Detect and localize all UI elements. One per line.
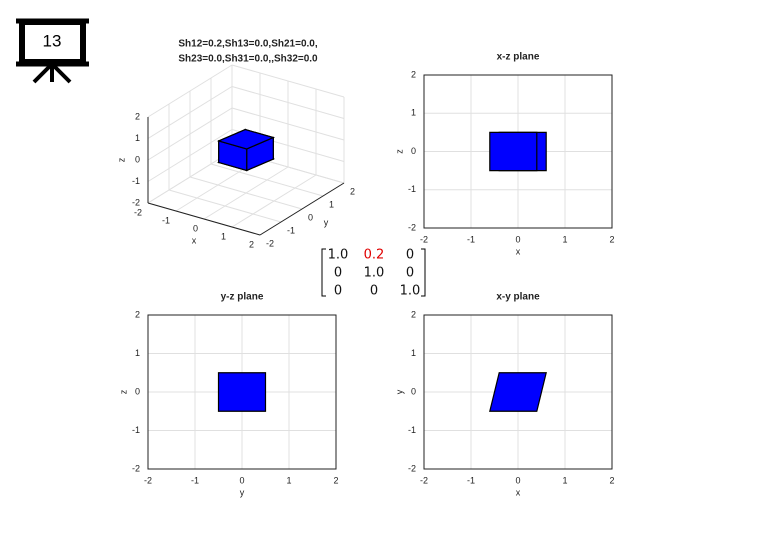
x-tick-label: -1 [191,475,199,485]
matrix-cell: 1.0 [328,248,349,263]
matrix-cell: 0 [334,266,342,281]
axes-box [423,314,613,470]
y-tick-label: 0 [308,212,313,222]
matrix-cell: 0 [370,284,378,299]
shape [489,372,547,412]
x-tick-label: 0 [239,475,244,485]
x-axis-label: x [516,246,521,256]
y-axis-label: y [394,389,404,394]
chart-title: x-y plane [496,292,540,303]
x-tick-label: 2 [249,239,254,249]
matrix: 1.0 0.2 0 0 1.0 0 0 0 1.0 [321,248,426,299]
y-tick-label: -1 [287,225,295,235]
y-tick-label: -1 [408,184,416,194]
slide-icon [16,18,89,84]
y-tick-label: 2 [411,69,416,79]
y-tick-label: 2 [411,309,416,319]
y-tick-label: 2 [350,186,355,196]
x-tick-label: 1 [286,475,291,485]
chart-title: Sh23=0.0,Sh31=0.0,,Sh32=0.0 [178,54,318,65]
x-tick-label: -1 [467,234,475,244]
grid-line [147,129,233,182]
y-axis-label: z [394,149,404,154]
chart-title: x-z plane [497,52,540,63]
grid-line [231,86,345,119]
y-tick-label: -1 [408,425,416,435]
y-tick-label: -2 [408,463,416,473]
matrix-cell: 1.0 [400,284,421,299]
x-tick-label: 1 [221,231,226,241]
shape [217,372,267,412]
x-tick-label: -2 [144,475,152,485]
axes-box [147,314,337,470]
z-tick-label: -2 [132,197,140,207]
y-tick-label: 1 [411,108,416,118]
chart-title: y-z plane [221,292,264,303]
y-tick-label: 0 [411,146,416,156]
z-axis-label: z [116,157,126,162]
grid-line [231,107,345,141]
y-axis-label: y [324,217,329,227]
x-tick-label: 1 [562,234,567,244]
grid-line [189,176,303,210]
slide-number: 13 [43,31,62,50]
grid-line [210,163,324,197]
axis-line [259,182,345,236]
y-tick-label: 1 [411,348,416,358]
y-tick-label: -2 [132,463,140,473]
matrix-cell: 0 [406,266,414,281]
z-tick-label: -1 [132,176,140,186]
chart-title: Sh12=0.2,Sh13=0.0,Sh21=0.0, [178,39,317,50]
y-tick-label: -2 [408,222,416,232]
x-axis-label: y [240,487,245,497]
z-tick-label: 0 [135,154,140,164]
z-tick-label: 1 [135,133,140,143]
shape [489,131,538,172]
grid-line [147,64,233,118]
matrix-cell: 0.2 [364,248,385,263]
x-tick-label: 0 [193,223,198,233]
grid-line [231,64,345,98]
z-tick-label: 2 [135,111,140,121]
grid-line [147,107,233,161]
y-tick-label: 1 [135,348,140,358]
cube-face [216,128,276,150]
x-tick-label: 0 [515,234,520,244]
x-axis-label: x [192,235,197,245]
grid-line [147,150,233,204]
x-tick-label: -2 [134,207,142,217]
x-tick-label: -2 [420,475,428,485]
matrix-cell: 0 [334,284,342,299]
y-axis-label: z [118,389,128,394]
x-axis-label: x [516,487,521,497]
grid-line [168,189,282,223]
x-tick-label: -1 [162,215,170,225]
y-tick-label: -1 [132,425,140,435]
matrix-cell: 0 [406,248,414,263]
y-tick-label: 1 [329,199,334,209]
grid-line [147,86,233,139]
y-tick-label: 0 [135,386,140,396]
x-tick-label: 2 [333,475,338,485]
x-tick-label: 0 [515,475,520,485]
x-tick-label: 2 [609,234,614,244]
axis-line [147,202,261,236]
axes-box [423,74,613,229]
x-tick-label: 1 [562,475,567,485]
y-tick-label: 2 [135,309,140,319]
x-tick-label: 2 [609,475,614,485]
x-tick-label: -2 [420,234,428,244]
x-tick-label: -1 [467,475,475,485]
y-tick-label: -2 [266,238,274,248]
matrix-cell: 1.0 [364,266,385,281]
y-tick-label: 0 [411,386,416,396]
